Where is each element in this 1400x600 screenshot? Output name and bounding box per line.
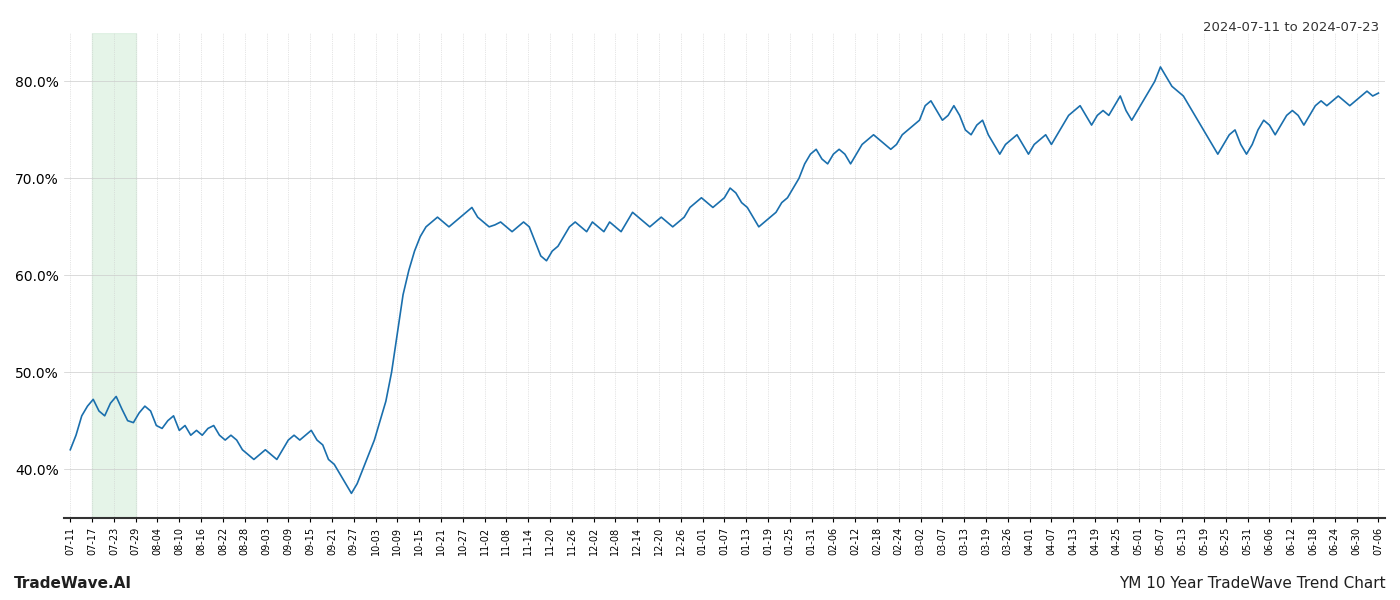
Text: 2024-07-11 to 2024-07-23: 2024-07-11 to 2024-07-23 (1203, 21, 1379, 34)
Text: TradeWave.AI: TradeWave.AI (14, 576, 132, 591)
Text: YM 10 Year TradeWave Trend Chart: YM 10 Year TradeWave Trend Chart (1120, 576, 1386, 591)
Bar (92, 33, 136, 518)
